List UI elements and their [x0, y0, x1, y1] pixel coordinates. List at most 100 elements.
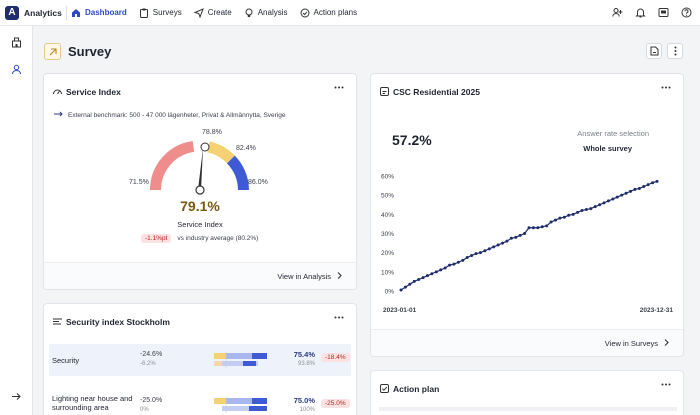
row-value-secondary: 93.8% — [297, 361, 315, 367]
table-row[interactable]: Security -24.6% -6.2% 75.4% 93.8% -18.4% — [49, 344, 351, 376]
data-point — [540, 225, 544, 229]
card-menu-icon[interactable] — [661, 383, 671, 386]
clipboard-icon — [139, 8, 149, 18]
row-name: Lighting near house and surrounding area — [52, 394, 133, 412]
card-footer: View in Analysis — [44, 262, 356, 289]
help-icon[interactable] — [680, 6, 692, 18]
add-user-icon[interactable] — [611, 6, 623, 18]
card-title: Security index Stockholm — [66, 317, 170, 327]
data-point — [624, 191, 628, 195]
service-index-subtitle: Service Index — [177, 220, 223, 229]
nav-label: Dashboard — [85, 8, 127, 17]
data-point — [425, 274, 429, 278]
data-point — [496, 243, 500, 247]
gauge-label-low: 71.5% — [129, 179, 149, 186]
card-menu-icon[interactable] — [661, 86, 671, 89]
data-point — [567, 213, 571, 217]
card-title: CSC Residential 2025 — [393, 87, 480, 97]
divider — [66, 5, 67, 20]
data-point — [598, 203, 602, 207]
user-icon[interactable] — [11, 64, 22, 75]
gauge-label-high: 86.0% — [248, 179, 268, 186]
page-title: Survey — [68, 44, 112, 59]
gauge-band-blue — [226, 155, 249, 191]
page-more-button[interactable] — [667, 43, 683, 59]
benchmark-row: External benchmark: 500 - 47 000 lägenhe… — [54, 111, 286, 119]
nav-analysis[interactable]: Analysis — [244, 8, 288, 18]
data-point — [461, 258, 465, 262]
card-menu-icon[interactable] — [334, 86, 344, 89]
gauge-needle — [198, 148, 203, 190]
answer-rate-line-chart: 0% 10% 20% 30% 40% 50% 60% 2023-01-01 2023-12-31 — [381, 174, 674, 315]
csc-card: CSC Residential 2025 57.2% Answer rate s… — [370, 73, 684, 357]
answer-rate-selection-value[interactable]: Whole survey — [583, 144, 632, 153]
nav-surveys[interactable]: Surveys — [139, 8, 182, 18]
data-point — [602, 201, 606, 205]
expand-arrow-icon[interactable] — [11, 391, 22, 402]
service-index-value: 79.1% — [180, 198, 220, 214]
left-rail — [0, 26, 33, 415]
brand[interactable]: A Analytics — [0, 5, 64, 20]
delta-badge: -1.1%pt — [141, 234, 172, 243]
card-footer: View in Surveys — [371, 329, 683, 356]
data-point — [549, 220, 553, 224]
delta-text: vs industry average (80.2%) — [177, 235, 259, 242]
data-point — [523, 232, 527, 235]
bell-icon[interactable] — [634, 6, 646, 18]
nav-action-plans[interactable]: Action plans — [300, 8, 358, 18]
view-in-surveys-link[interactable]: View in Surveys — [605, 339, 669, 348]
data-point — [501, 241, 505, 245]
building-icon[interactable] — [11, 37, 22, 48]
answer-rate-value: 57.2% — [392, 132, 432, 148]
main-nav: Dashboard Surveys Create Analysis Action… — [71, 7, 369, 18]
footer-link-label: View in Analysis — [277, 272, 331, 281]
view-in-analysis-link[interactable]: View in Analysis — [277, 272, 342, 281]
data-point — [536, 226, 540, 230]
check-circle-icon — [300, 8, 310, 18]
news-icon[interactable] — [657, 6, 669, 18]
data-point — [584, 208, 588, 212]
nav-label: Action plans — [313, 8, 358, 17]
nav-dashboard[interactable]: Dashboard — [71, 8, 127, 18]
answer-rate-selection-label: Answer rate selection — [577, 129, 649, 138]
row-value: 75.4% — [293, 350, 315, 359]
nav-label: Create — [207, 8, 232, 17]
row-bar-chart — [214, 397, 267, 413]
bulb-icon — [244, 8, 254, 18]
data-point — [474, 252, 478, 256]
row-delta: -25.0% — [140, 397, 163, 404]
data-point — [615, 195, 619, 199]
data-point — [558, 216, 562, 220]
card-menu-icon[interactable] — [334, 316, 344, 319]
app-logo: A — [5, 5, 19, 20]
y-tick-label: 0% — [385, 289, 395, 296]
row-delta-badge: -25.0% — [321, 399, 350, 408]
row-bar-chart — [214, 352, 267, 368]
nav-label: Surveys — [152, 8, 182, 17]
data-point — [399, 288, 403, 292]
nav-create[interactable]: Create — [193, 7, 232, 18]
nav-label: Analysis — [257, 8, 288, 17]
data-point — [580, 209, 584, 212]
data-point — [505, 239, 509, 243]
y-tick-label: 40% — [381, 212, 394, 219]
data-point — [417, 278, 421, 281]
survey-page-icon — [44, 43, 61, 60]
benchmark-text: External benchmark: 500 - 47 000 lägenhe… — [68, 111, 286, 119]
export-pdf-button[interactable] — [646, 43, 662, 59]
table-row[interactable]: Lighting near house and surrounding area… — [49, 386, 351, 415]
data-point — [589, 207, 593, 211]
top-bar: A Analytics Dashboard Surveys Create Ana… — [0, 0, 700, 26]
data-point — [593, 205, 597, 209]
data-point — [514, 235, 518, 239]
data-point — [655, 179, 659, 183]
data-point — [571, 212, 575, 216]
row-delta-badge: -18.4% — [321, 353, 350, 362]
chevron-right-icon — [664, 339, 669, 348]
card-title: Service Index — [66, 87, 121, 97]
gauge-label-upper: 82.4% — [236, 145, 256, 152]
x-tick-label: 2023-12-31 — [640, 307, 674, 314]
row-delta: -24.6% — [140, 351, 163, 358]
action-plan-card: Action plan — [370, 370, 684, 415]
gauge-label-top: 78.8% — [202, 129, 222, 136]
